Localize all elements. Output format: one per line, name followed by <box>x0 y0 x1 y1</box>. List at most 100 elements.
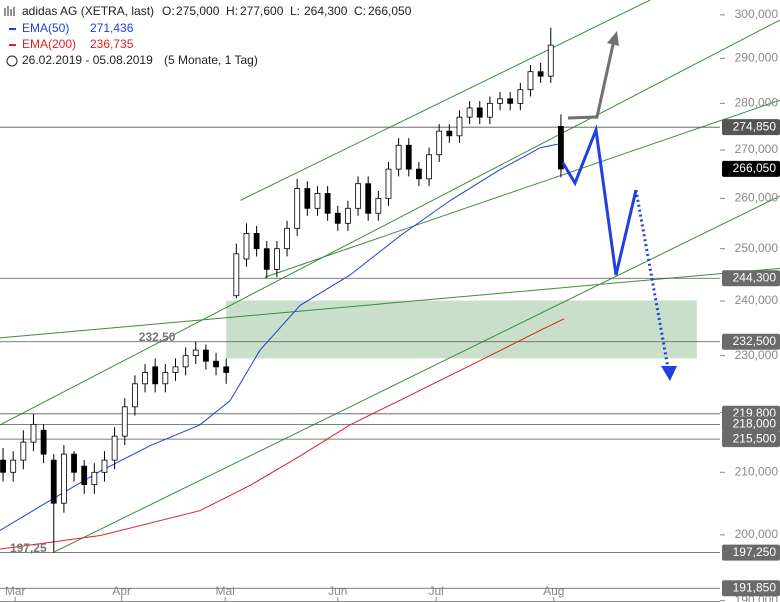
candle-body <box>40 429 47 455</box>
candle-body <box>405 144 412 170</box>
level-box <box>722 160 780 177</box>
candle-body <box>213 360 219 368</box>
level-box <box>722 119 780 136</box>
candle-body <box>172 366 179 373</box>
support-zone <box>226 300 697 359</box>
candle-body <box>50 459 57 504</box>
legend-label: EMA(200) <box>22 37 76 51</box>
candle-body <box>274 248 280 270</box>
candle-body <box>547 44 554 77</box>
candle-body <box>375 197 382 214</box>
y-tick-label: 300,000 <box>735 7 779 21</box>
level-box <box>722 270 780 287</box>
candle-body <box>162 372 169 385</box>
candle-body <box>466 107 473 118</box>
level-box <box>722 580 780 597</box>
legend-value: 271,436 <box>90 21 134 35</box>
candle-body <box>355 183 361 209</box>
plot <box>0 27 565 553</box>
level-box <box>722 431 780 448</box>
y-tick-label: 210,000 <box>735 464 779 478</box>
y-tick-label: 200,000 <box>735 527 779 541</box>
candle-body <box>416 168 422 180</box>
summary-value: 264,300 <box>304 4 348 18</box>
y-tick-label: 280,000 <box>735 96 779 110</box>
x-tick-label: Apr <box>112 584 131 598</box>
candle-body <box>558 126 564 170</box>
y-tick-label: 260,000 <box>735 191 779 205</box>
candle-body <box>456 116 463 137</box>
candle-body <box>334 212 341 224</box>
level-label: 215,500 <box>733 431 777 445</box>
candle-body <box>476 107 483 118</box>
x-tick-label: Mai <box>216 584 235 598</box>
trendline <box>0 267 780 339</box>
header: adidas AG (XETRA, last) EMA(50) 271,436 … <box>4 4 412 67</box>
candle-body <box>436 130 443 156</box>
summary-value: 277,600 <box>240 4 284 18</box>
candle-body <box>304 188 311 209</box>
candle-body <box>527 71 534 91</box>
candle-body <box>324 193 331 214</box>
candle-body <box>446 130 453 137</box>
trendline <box>264 99 780 278</box>
candle-body <box>253 232 260 250</box>
clock-icon <box>6 55 18 67</box>
summary-label: O: <box>162 4 175 18</box>
candle-body <box>182 355 189 368</box>
candle-body <box>497 98 503 104</box>
candle-body <box>365 183 372 214</box>
annotation: 197,25 <box>10 541 47 555</box>
candle-body <box>294 188 301 229</box>
candle-body <box>426 154 432 180</box>
candle-body <box>243 232 250 260</box>
summary-value: 275,000 <box>176 4 220 18</box>
candle-body <box>0 459 6 473</box>
blue-path <box>561 124 638 276</box>
blue-dotted <box>634 189 670 369</box>
candle-body <box>20 441 27 461</box>
x-tick-label: Jun <box>328 584 347 598</box>
level-label: 197,250 <box>733 545 777 559</box>
candle-body <box>142 372 148 385</box>
candle-body <box>395 144 402 170</box>
candle-body <box>345 207 351 224</box>
candle-body <box>507 98 514 104</box>
legend-label: EMA(50) <box>22 21 69 35</box>
trendline <box>0 19 780 426</box>
ema-line <box>0 318 565 550</box>
y-tick-label: 290,000 <box>735 51 779 65</box>
candle-body <box>71 453 77 473</box>
gray-arrow <box>567 39 616 120</box>
candle-body <box>517 89 524 104</box>
candle-body <box>385 168 392 199</box>
x-tick-label: Aug <box>543 584 564 598</box>
trendline <box>54 195 780 553</box>
summary-label: C: <box>354 4 366 18</box>
x-tick-label: Jul <box>428 584 443 598</box>
chart-title: adidas AG (XETRA, last) <box>22 4 154 18</box>
level-label: 244,300 <box>733 270 777 284</box>
candle-body <box>81 465 88 485</box>
blue-arrowhead <box>661 366 677 381</box>
summary-value: 266,050 <box>368 4 412 18</box>
level-box <box>722 333 780 350</box>
candle-body <box>30 423 37 443</box>
candle-body <box>10 459 17 473</box>
candle-body <box>121 406 128 437</box>
ema-line <box>0 142 562 531</box>
level-label: 232,500 <box>733 334 777 348</box>
y-tick-label: 230,000 <box>735 348 779 362</box>
level-label: 218,000 <box>733 417 777 431</box>
candle-body <box>111 435 118 461</box>
candle-body <box>233 253 240 297</box>
candle-body <box>101 459 108 473</box>
annotation: 232,50 <box>139 330 176 344</box>
trendline <box>240 0 651 201</box>
period-note: (5 Monate, 1 Tag) <box>164 53 258 67</box>
y-tick-label: 240,000 <box>735 293 779 307</box>
level-box <box>722 416 780 433</box>
candle-body <box>487 102 493 118</box>
x-tick-label: Mar <box>5 584 26 598</box>
